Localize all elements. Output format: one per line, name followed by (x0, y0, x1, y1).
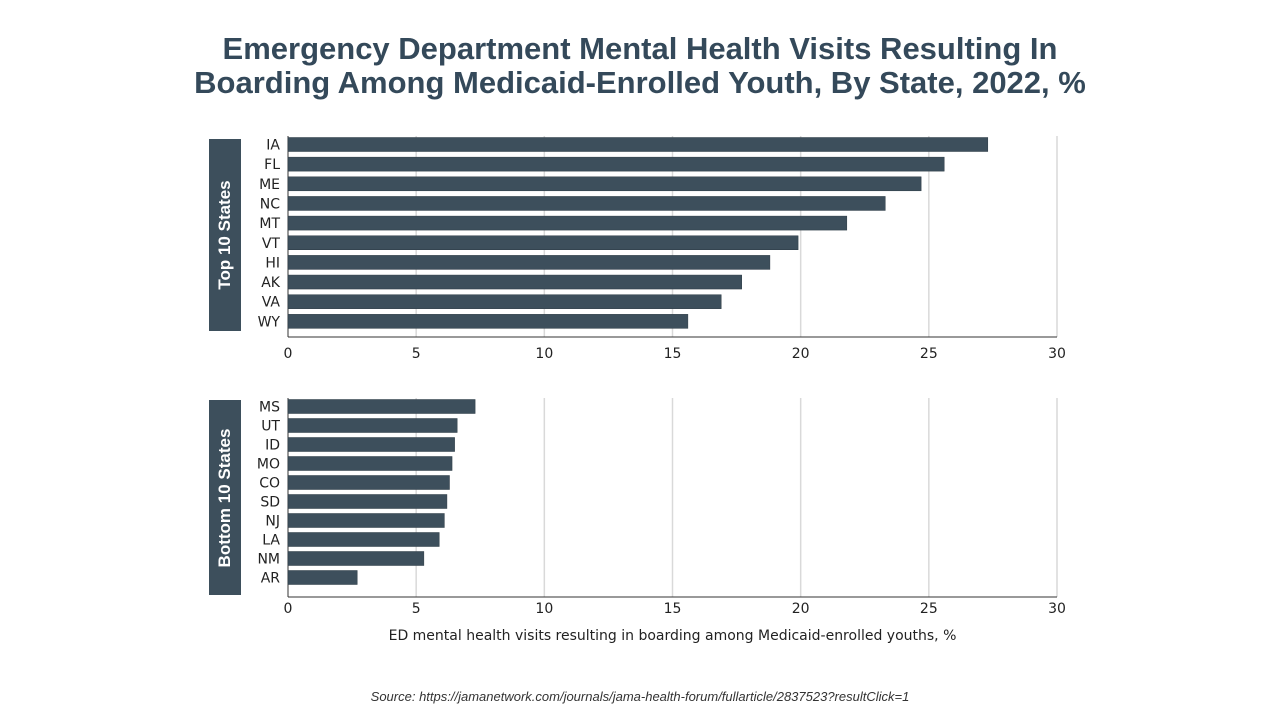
bottom-bar-nm (287, 551, 425, 566)
bottom-category-label: NJ (265, 514, 280, 530)
top-panel-label: Top 10 States (209, 139, 241, 331)
top-category-label: WY (258, 314, 281, 330)
bottom-category-label: MS (259, 400, 280, 416)
bottom-x-tick-label: 5 (412, 601, 421, 617)
bottom-bar-sd (287, 494, 448, 509)
bottom-category-label: NM (257, 552, 280, 568)
bottom-x-tick-label: 20 (792, 601, 810, 617)
source-note: Source: https://jamanetwork.com/journals… (370, 689, 910, 704)
bottom-x-tick-label: 10 (535, 601, 553, 617)
bottom-category-label: CO (259, 476, 280, 492)
bottom-bar-ut (287, 418, 458, 433)
bottom-category-label: UT (261, 419, 280, 435)
bottom-bar-id (287, 437, 455, 452)
bottom-bar-nj (287, 513, 445, 528)
top-category-label: IA (266, 138, 280, 154)
top-bar-ia (287, 137, 989, 152)
top-bar-wy (287, 314, 689, 329)
top-category-label: ME (259, 177, 280, 193)
bottom-x-tick-label: 30 (1048, 601, 1066, 617)
chart-title-line-1: Emergency Department Mental Health Visit… (222, 31, 1058, 66)
top-bar-mt (287, 215, 848, 231)
chart-title: Emergency Department Mental Health Visit… (0, 32, 1280, 100)
top-x-tick-label: 5 (412, 346, 421, 362)
bottom-bar-ar (287, 570, 358, 585)
bottom-x-tick-label: 25 (920, 601, 938, 617)
bottom-x-tick-label: 15 (664, 601, 682, 617)
top-x-tick-label: 0 (284, 346, 293, 362)
bottom-x-axis-label: ED mental health visits resulting in boa… (389, 628, 957, 644)
top-category-label: AK (261, 275, 281, 291)
top-bar-vt (287, 235, 799, 250)
top-category-label: VT (262, 236, 281, 252)
top-bar-nc (287, 196, 886, 211)
bottom-bar-mo (287, 456, 453, 471)
bottom-panel-label: Bottom 10 States (209, 400, 241, 595)
bottom-category-label: MO (257, 457, 280, 473)
bottom-bar-co (287, 475, 450, 490)
top-bar-me (287, 176, 922, 192)
top-category-label: NC (260, 196, 280, 212)
top-bar-ak (287, 274, 742, 290)
bottom-category-label: AR (261, 571, 281, 587)
bottom-bar-ms (287, 399, 476, 414)
top-x-tick-label: 30 (1048, 346, 1066, 362)
top-category-label: VA (262, 295, 281, 311)
bottom-category-label: SD (260, 495, 280, 511)
top-category-label: MT (259, 216, 280, 232)
top-x-tick-label: 15 (664, 346, 682, 362)
top-x-tick-label: 10 (535, 346, 553, 362)
top-bar-va (287, 294, 722, 309)
chart-title-line-2: Boarding Among Medicaid-Enrolled Youth, … (194, 65, 1086, 100)
top-category-label: FL (264, 157, 280, 173)
top-x-tick-label: 20 (792, 346, 810, 362)
bottom-category-label: LA (262, 533, 280, 549)
bottom-x-tick-label: 0 (284, 601, 293, 617)
top-bar-hi (287, 255, 771, 270)
top-x-tick-label: 25 (920, 346, 938, 362)
bottom-category-label: ID (265, 438, 280, 454)
top-bar-fl (287, 156, 945, 172)
bottom-bar-la (287, 532, 440, 547)
top-category-label: HI (265, 255, 280, 271)
